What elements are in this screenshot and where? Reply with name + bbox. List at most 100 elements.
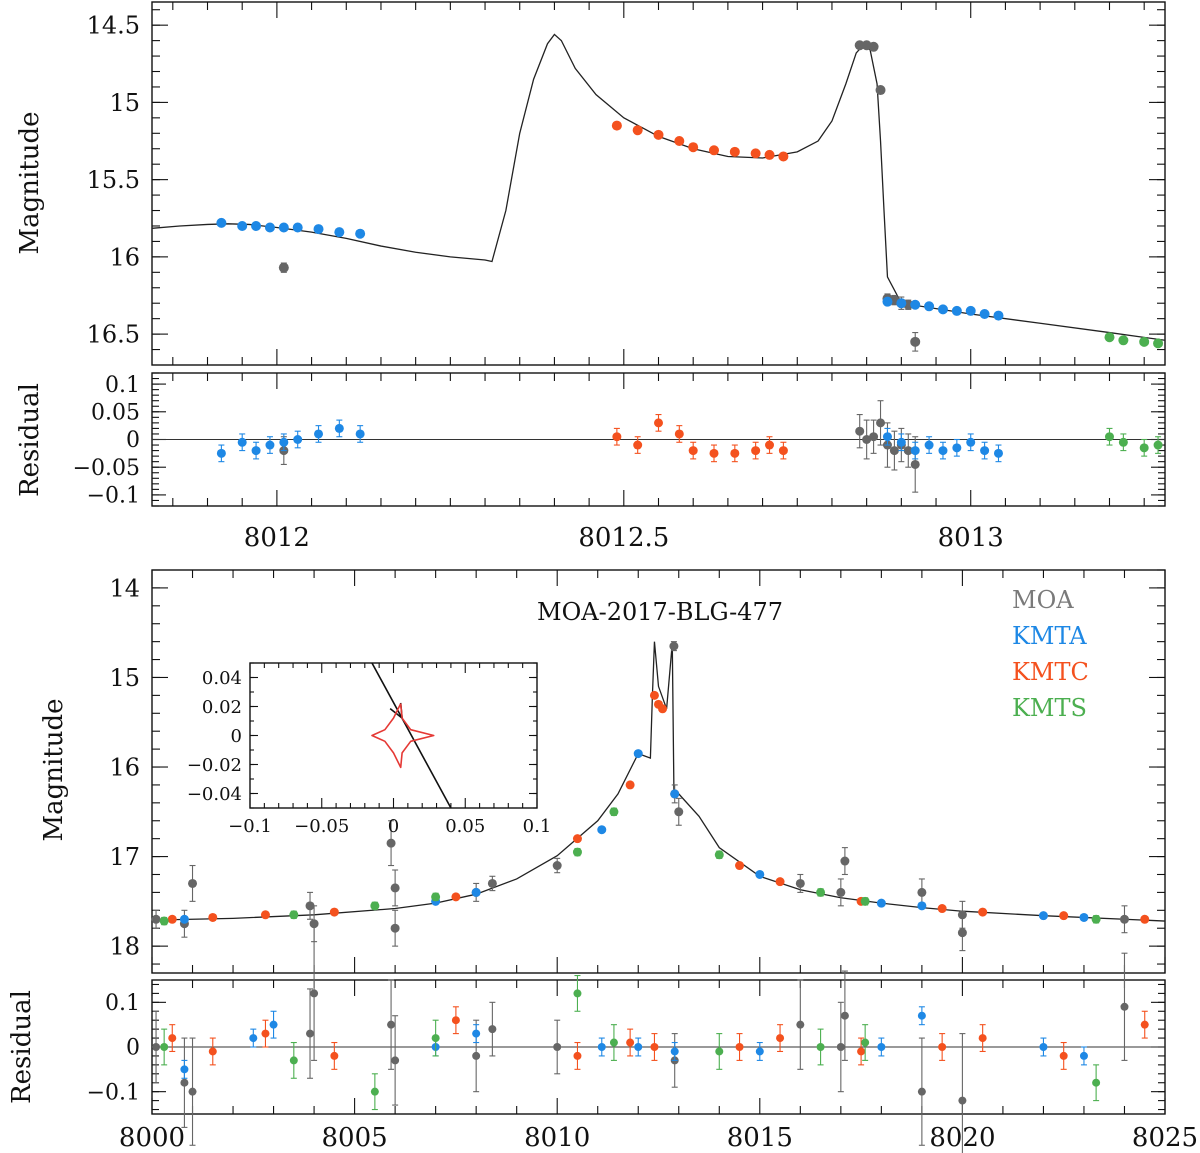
data-point bbox=[764, 149, 775, 160]
data-point bbox=[269, 1020, 278, 1029]
data-point bbox=[313, 224, 324, 235]
data-point bbox=[314, 429, 324, 439]
series-kmta bbox=[216, 419, 1003, 463]
data-point bbox=[488, 1025, 497, 1034]
data-point bbox=[877, 1043, 886, 1051]
data-point bbox=[386, 838, 396, 848]
ytick-label: 16 bbox=[109, 243, 140, 271]
xtick-label: 8000 bbox=[119, 1123, 185, 1153]
data-point bbox=[330, 1051, 339, 1060]
data-point bbox=[910, 336, 921, 347]
ytick-label: 17 bbox=[109, 843, 140, 871]
data-point bbox=[978, 1034, 987, 1043]
data-point bbox=[979, 309, 990, 320]
data-point bbox=[180, 1078, 189, 1087]
data-point bbox=[778, 151, 789, 162]
ytick-label: −0.1 bbox=[87, 1080, 140, 1105]
data-point bbox=[875, 85, 886, 96]
data-point bbox=[390, 923, 400, 933]
data-point bbox=[334, 227, 345, 238]
data-point bbox=[306, 1029, 315, 1038]
data-point bbox=[860, 896, 870, 906]
data-point bbox=[650, 1043, 659, 1051]
data-point bbox=[237, 220, 248, 231]
data-point bbox=[776, 1034, 785, 1043]
data-point bbox=[289, 1056, 298, 1065]
data-point bbox=[674, 807, 684, 817]
data-point bbox=[957, 928, 967, 938]
data-point bbox=[670, 789, 680, 799]
series-kmts bbox=[159, 807, 1101, 926]
data-point bbox=[632, 125, 643, 136]
data-point bbox=[355, 228, 366, 239]
data-point bbox=[1091, 914, 1101, 924]
xtick-label: 8005 bbox=[322, 1123, 388, 1153]
data-point bbox=[159, 916, 169, 926]
data-point bbox=[167, 914, 177, 924]
data-point bbox=[855, 426, 865, 436]
data-point bbox=[735, 861, 745, 871]
data-point bbox=[573, 989, 582, 998]
data-point bbox=[978, 907, 988, 917]
data-point bbox=[917, 887, 927, 897]
data-point bbox=[1140, 914, 1150, 924]
data-point bbox=[836, 887, 846, 897]
data-point bbox=[310, 989, 319, 998]
data-point bbox=[289, 910, 299, 920]
xtick-label: −0.1 bbox=[228, 816, 272, 837]
zoom-magnitude-ylabel: Magnitude bbox=[15, 111, 45, 254]
caustic-inset: 0.04 0.02 0 −0.02 −0.04 −0.1 −0.05 0 0.05 0.1 bbox=[187, 662, 551, 837]
data-point bbox=[1079, 912, 1089, 922]
series-moa bbox=[279, 400, 920, 493]
data-point bbox=[966, 437, 976, 447]
data-point bbox=[836, 1043, 845, 1051]
data-point bbox=[952, 443, 962, 453]
data-point bbox=[729, 146, 740, 157]
series-kmtc bbox=[168, 1006, 1149, 1070]
ytick-label: 14 bbox=[109, 574, 140, 602]
data-point bbox=[370, 1087, 379, 1096]
data-point bbox=[775, 877, 785, 887]
ytick-label: 0.04 bbox=[202, 668, 242, 689]
data-point bbox=[188, 878, 198, 888]
data-point bbox=[265, 440, 275, 450]
legend-kmts: KMTS bbox=[1012, 694, 1087, 722]
data-point bbox=[1059, 911, 1069, 921]
source-trajectory bbox=[371, 662, 452, 809]
data-point bbox=[180, 1065, 189, 1074]
data-point bbox=[251, 220, 262, 231]
full-magnitude-frame bbox=[151, 569, 1166, 974]
series-kmtc bbox=[611, 120, 789, 162]
ytick-label: 0.1 bbox=[105, 373, 140, 398]
data-point bbox=[216, 448, 226, 458]
data-point bbox=[251, 446, 261, 456]
ytick-label: 14.5 bbox=[87, 12, 140, 40]
data-point bbox=[674, 429, 684, 439]
ytick-label: 0 bbox=[126, 1036, 140, 1061]
data-point bbox=[279, 437, 289, 447]
data-point bbox=[857, 1047, 866, 1056]
data-point bbox=[634, 1043, 643, 1051]
data-point bbox=[910, 459, 920, 469]
data-point bbox=[1039, 1043, 1048, 1051]
data-point bbox=[714, 850, 724, 860]
data-point bbox=[688, 446, 698, 456]
zoom-residual-panel: 0.10.05 0 −0.05 −0.1 8012 8012.5 8013 Residual bbox=[15, 372, 1166, 553]
xtick-label: 8015 bbox=[727, 1123, 793, 1153]
data-point bbox=[869, 432, 879, 442]
data-point bbox=[917, 1011, 926, 1020]
data-point bbox=[688, 142, 699, 153]
data-point bbox=[355, 429, 365, 439]
data-point bbox=[1118, 335, 1129, 346]
data-point bbox=[778, 446, 788, 456]
xtick-label: 8025 bbox=[1132, 1123, 1198, 1153]
data-point bbox=[188, 1087, 197, 1096]
ytick-label: −0.05 bbox=[73, 456, 140, 481]
data-point bbox=[1139, 443, 1149, 453]
data-point bbox=[1139, 336, 1150, 347]
data-point bbox=[387, 1020, 396, 1029]
data-point bbox=[451, 1016, 460, 1025]
data-point bbox=[980, 446, 990, 456]
ytick-label: 0.1 bbox=[105, 991, 140, 1016]
